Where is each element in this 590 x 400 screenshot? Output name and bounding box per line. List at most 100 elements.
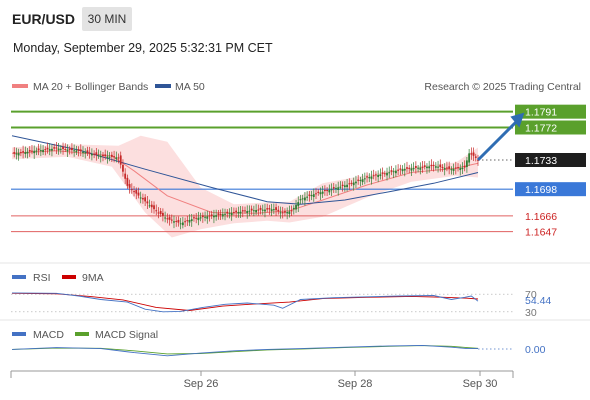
candle-body	[179, 223, 182, 225]
candle-body	[188, 220, 191, 223]
candle-body	[250, 208, 253, 211]
candle-body	[459, 168, 462, 171]
candle-body	[255, 210, 257, 213]
candle-body	[441, 166, 444, 168]
candle-body	[410, 168, 413, 171]
candle-body	[414, 166, 417, 168]
candle-body	[73, 150, 76, 152]
candle-body	[386, 172, 388, 176]
price-plot: 1.1791 1.1772 1.1698 1.1666 1.1647 1.1733	[11, 104, 586, 239]
macd-signal-legend-swatch	[75, 332, 89, 336]
candle-body	[264, 209, 266, 212]
candle-body	[24, 152, 27, 154]
time-tick-label: Sep 28	[338, 378, 373, 390]
candle-body	[35, 150, 38, 152]
candle-body	[308, 194, 311, 196]
candle-body	[42, 149, 44, 153]
candle-body	[457, 167, 459, 169]
candle-body	[310, 195, 313, 197]
bollinger-band	[12, 135, 478, 238]
candle-body	[430, 164, 433, 167]
candle-body	[75, 150, 78, 153]
ma20-legend-swatch	[12, 84, 28, 88]
candle-body	[381, 172, 384, 174]
candle-body	[372, 175, 375, 177]
candle-body	[428, 166, 431, 169]
candle-body	[226, 211, 229, 214]
level-label-0: 1.1791	[525, 107, 557, 119]
candle-body	[299, 199, 302, 201]
candle-body	[301, 198, 304, 200]
candle-body	[439, 164, 442, 168]
level-label-1: 1.1772	[525, 123, 557, 135]
candle-body	[221, 214, 224, 217]
macd-signal-line	[11, 345, 479, 355]
candle-body	[357, 179, 360, 181]
candle-body	[237, 212, 240, 214]
candle-body	[155, 210, 158, 212]
candle-body	[437, 166, 439, 168]
macd-legend: MACD MACD Signal	[12, 329, 158, 341]
candle-body	[337, 187, 340, 190]
time-tick-label: Sep 26	[184, 378, 219, 390]
rsi-value-label: 54.44	[525, 295, 551, 307]
candle-body	[239, 211, 242, 214]
candle-body	[106, 156, 109, 158]
candle-body	[326, 190, 329, 192]
candle-body	[150, 204, 153, 208]
candle-body	[272, 209, 275, 211]
candle-body	[215, 215, 218, 217]
level-label-2: 1.1698	[525, 184, 557, 196]
price-legend: MA 20 + Bollinger Bands MA 50 Research ©…	[12, 81, 581, 93]
candle-body	[432, 164, 435, 166]
timeframe-badge[interactable]: 30 MIN	[82, 7, 132, 31]
candle-body	[317, 191, 320, 193]
candle-body	[330, 189, 333, 191]
candle-body	[230, 212, 233, 216]
rsi-legend: RSI 9MA	[12, 272, 104, 284]
candle-body	[363, 178, 366, 180]
candle-body	[248, 210, 251, 212]
candle-body	[199, 217, 202, 219]
candle-body	[137, 192, 140, 196]
candle-body	[323, 189, 326, 192]
candle-body	[164, 217, 167, 219]
macd-plot: 0.00	[11, 344, 546, 357]
candle-body	[341, 184, 344, 187]
symbol-title: EUR/USD	[12, 11, 76, 27]
candle-body	[297, 202, 300, 207]
candle-body	[268, 208, 271, 210]
candle-body	[261, 209, 264, 211]
candle-body	[59, 148, 62, 150]
current-price-tag	[515, 153, 586, 167]
candle-body	[39, 150, 42, 152]
candle-body	[161, 212, 164, 216]
candle-body	[195, 217, 198, 219]
candle-body	[55, 147, 58, 149]
candle-body	[472, 152, 475, 156]
candle-body	[312, 194, 315, 197]
candle-body	[286, 212, 289, 214]
rsi-legend-label: RSI	[33, 272, 51, 284]
candle-body	[210, 214, 213, 216]
candle-body	[46, 147, 49, 150]
candle-body	[170, 219, 173, 221]
rsi-ma-legend-swatch	[62, 275, 76, 279]
macd-value-label: 0.00	[525, 344, 546, 356]
candle-body	[64, 148, 67, 150]
forecast-arrow-shaft	[476, 120, 518, 162]
candle-body	[190, 219, 193, 222]
candle-body	[197, 217, 200, 221]
candle-body	[454, 167, 457, 169]
candle-body	[257, 209, 260, 211]
candle-body	[466, 160, 468, 168]
candle-body	[443, 167, 446, 170]
candle-body	[110, 154, 113, 157]
candle-body	[350, 182, 353, 184]
candle-body	[383, 173, 386, 175]
candle-body	[139, 197, 142, 199]
candle-body	[37, 148, 40, 151]
candle-body	[284, 211, 286, 213]
candle-body	[275, 207, 277, 211]
candle-body	[146, 201, 149, 204]
